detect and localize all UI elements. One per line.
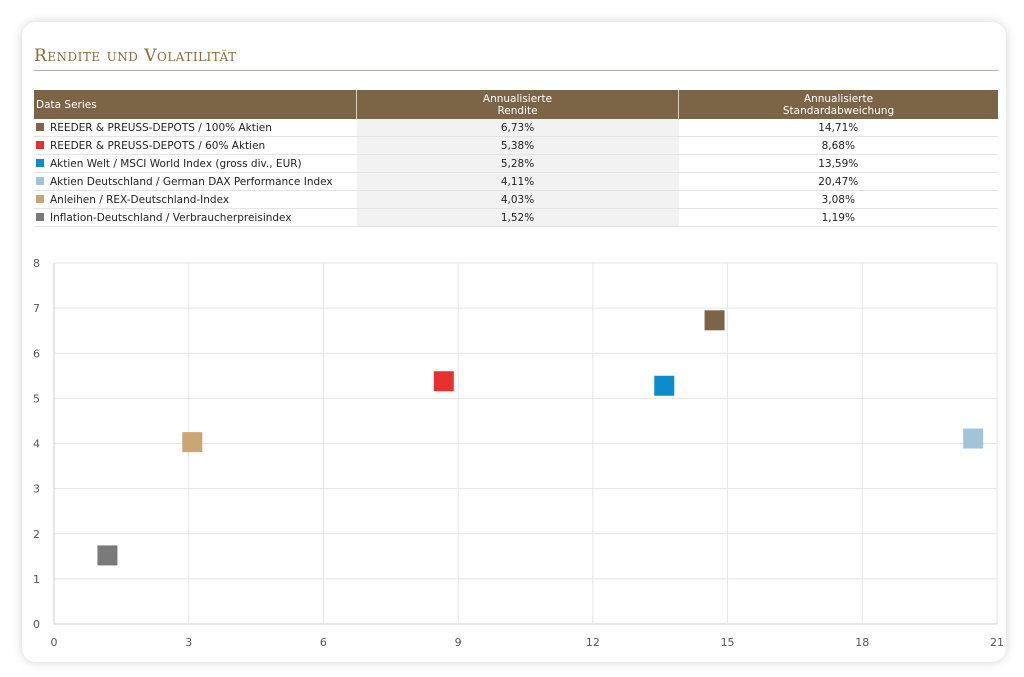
x-tick-label: 15 bbox=[721, 636, 735, 649]
series-name: Inflation-Deutschland / Verbraucherpreis… bbox=[50, 211, 292, 224]
x-tick-label: 18 bbox=[855, 636, 869, 649]
x-tick-label: 12 bbox=[586, 636, 600, 649]
rendite-cell: 4,11% bbox=[356, 172, 679, 191]
series-name: Aktien Deutschland / German DAX Performa… bbox=[50, 175, 333, 188]
data-point bbox=[704, 310, 725, 331]
rendite-cell: 4,03% bbox=[356, 190, 679, 209]
rendite-cell: 1,52% bbox=[356, 208, 679, 227]
page-title: Rendite und Volatilität bbox=[34, 46, 237, 66]
table-header-row: Data Series Annualisierte Rendite Annual… bbox=[34, 90, 998, 119]
table-row: Aktien Deutschland / German DAX Performa… bbox=[34, 172, 998, 191]
header-std: Annualisierte Standardabweichung bbox=[678, 90, 998, 119]
series-name: REEDER & PREUSS-DEPOTS / 60% Aktien bbox=[50, 139, 266, 152]
data-point bbox=[654, 375, 675, 396]
std-cell: 1,19% bbox=[678, 208, 998, 227]
x-tick-label: 3 bbox=[185, 636, 192, 649]
std-cell: 14,71% bbox=[678, 119, 998, 137]
series-name-cell: Inflation-Deutschland / Verbraucherpreis… bbox=[34, 208, 357, 227]
std-cell: 3,08% bbox=[678, 190, 998, 209]
header-data-series: Data Series bbox=[34, 90, 357, 119]
series-swatch bbox=[36, 212, 44, 221]
series-name-cell: Anleihen / REX-Deutschland-Index bbox=[34, 190, 357, 209]
series-swatch bbox=[36, 158, 44, 167]
x-tick-label: 21 bbox=[990, 636, 1004, 649]
y-tick-label: 0 bbox=[33, 618, 40, 631]
series-swatch bbox=[36, 176, 44, 185]
header-rendite: Annualisierte Rendite bbox=[356, 90, 679, 119]
y-tick-label: 1 bbox=[33, 573, 40, 586]
data-point bbox=[182, 432, 203, 453]
table-row: Aktien Welt / MSCI World Index (gross di… bbox=[34, 154, 998, 173]
rendite-cell: 5,38% bbox=[356, 136, 679, 155]
y-tick-label: 2 bbox=[33, 528, 40, 541]
series-name: Anleihen / REX-Deutschland-Index bbox=[50, 193, 230, 206]
series-swatch bbox=[36, 122, 44, 131]
series-name-cell: Aktien Welt / MSCI World Index (gross di… bbox=[34, 154, 357, 173]
title-divider bbox=[34, 70, 998, 71]
series-table: Data Series Annualisierte Rendite Annual… bbox=[34, 90, 998, 227]
std-cell: 8,68% bbox=[678, 136, 998, 155]
y-tick-label: 4 bbox=[33, 438, 40, 451]
series-name: Aktien Welt / MSCI World Index (gross di… bbox=[50, 157, 302, 170]
x-tick-label: 0 bbox=[51, 636, 58, 649]
table-row: Inflation-Deutschland / Verbraucherpreis… bbox=[34, 208, 998, 227]
x-tick-label: 9 bbox=[455, 636, 462, 649]
y-tick-label: 7 bbox=[33, 302, 40, 315]
series-swatch bbox=[36, 140, 44, 149]
table-row: Anleihen / REX-Deutschland-Index 4,03% 3,0… bbox=[34, 190, 998, 209]
y-tick-label: 6 bbox=[33, 347, 40, 360]
series-name-cell: REEDER & PREUSS-DEPOTS / 100% Aktien bbox=[34, 119, 357, 137]
table-row: REEDER & PREUSS-DEPOTS / 100% Aktien 6,73… bbox=[34, 119, 998, 137]
series-name: REEDER & PREUSS-DEPOTS / 100% Aktien bbox=[50, 121, 272, 134]
rendite-cell: 6,73% bbox=[356, 119, 679, 137]
rendite-cell: 5,28% bbox=[356, 154, 679, 173]
std-cell: 13,59% bbox=[678, 154, 998, 173]
data-point bbox=[963, 428, 984, 449]
series-swatch bbox=[36, 194, 44, 203]
data-point bbox=[433, 371, 454, 392]
y-tick-label: 5 bbox=[33, 392, 40, 405]
std-cell: 20,47% bbox=[678, 172, 998, 191]
y-tick-label: 3 bbox=[33, 483, 40, 496]
series-name-cell: REEDER & PREUSS-DEPOTS / 60% Aktien bbox=[34, 136, 357, 155]
table-row: REEDER & PREUSS-DEPOTS / 60% Aktien 5,38%… bbox=[34, 136, 998, 155]
series-name-cell: Aktien Deutschland / German DAX Performa… bbox=[34, 172, 357, 191]
x-tick-label: 6 bbox=[320, 636, 327, 649]
data-point bbox=[97, 545, 118, 566]
y-tick-label: 8 bbox=[33, 257, 40, 270]
